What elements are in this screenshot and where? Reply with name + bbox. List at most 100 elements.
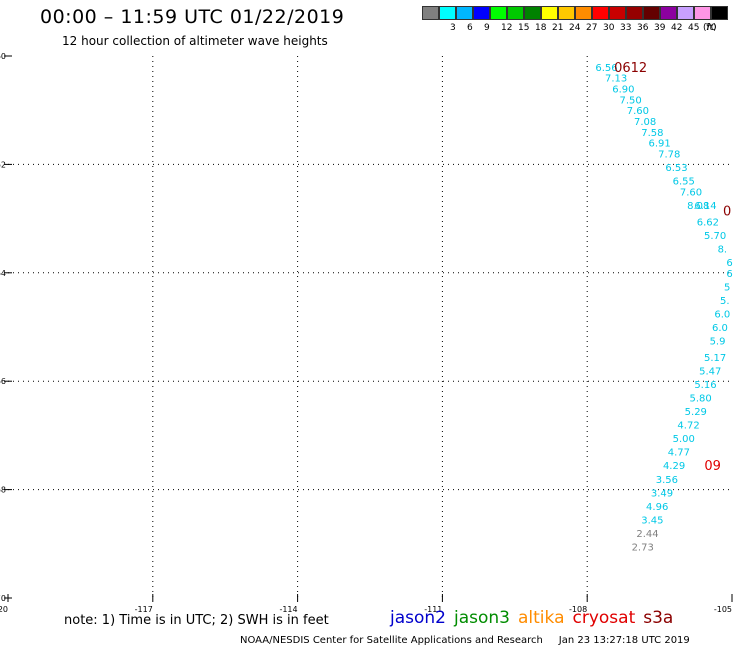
color-swatch [575,6,592,20]
color-scale-unit: (ft) [703,23,717,33]
y-tick-label: -64 [0,269,6,278]
time-label: 0612 [614,61,647,76]
swh-point-label: 5.80 [689,393,711,404]
y-tick-label: -62 [0,160,6,169]
credit-line: NOAA/NESDIS Center for Satellite Applica… [240,635,690,646]
swh-point-label: 5.47 [699,366,721,377]
time-label: 0 [723,204,731,219]
swh-point-label: 5. [720,296,730,307]
color-scale-label: 36 [637,23,649,33]
color-swatch [609,6,626,20]
color-swatch [507,6,524,20]
x-tick-label: -117 [135,605,153,614]
color-swatch [711,6,728,20]
color-swatch [660,6,677,20]
swh-point-label: 8.08 [687,201,709,212]
swh-point-label: 3.45 [641,515,663,526]
swh-point-label: 6.0 [714,309,730,320]
y-tick-label: -66 [0,377,6,386]
x-tick-label: -108 [569,605,587,614]
color-scale-label: 12 [501,23,513,33]
legend-jason3: jason3 [454,608,510,628]
x-tick-label: -111 [424,605,442,614]
swh-point-label: 6 [726,258,732,269]
x-tick-label: -120 [0,605,8,614]
legend-cryosat: cryosat [572,608,636,628]
swh-point-label: 5.00 [673,434,695,445]
color-scale-label: 70 [705,23,717,33]
swh-point-label: 6.56 [595,63,617,74]
color-scale-label: 21 [552,23,564,33]
x-tick-label: -105 [714,605,732,614]
color-scale-label: 42 [671,23,683,33]
color-swatch [694,6,711,20]
swh-point-label: 7.60 [680,188,702,199]
swh-point-label: 6.90 [612,85,634,96]
color-scale-label: 45 [688,23,700,33]
legend-jason2: jason2 [390,608,446,628]
color-scale-label: 6 [467,23,473,33]
swh-point-label: 7.60 [627,106,649,117]
swh-point-label: 7.50 [620,95,642,106]
swh-point-label: 5.9 [710,337,726,348]
legend-altika: altika [518,608,565,628]
chart-title: 00:00 – 11:59 UTC 01/22/2019 [40,6,345,28]
swh-point-label: 6.14 [694,201,716,212]
color-scale-label: 27 [586,23,598,33]
swh-point-label: 7.58 [641,128,663,139]
swh-point-label: 7.08 [634,117,656,128]
swh-point-label: 4.96 [646,502,668,513]
y-tick-label: -68 [0,486,6,495]
color-swatch [490,6,507,20]
swh-point-label: 4.72 [677,421,699,432]
swh-point-label: 3.56 [656,475,678,486]
swh-point-label: 6 [726,269,732,280]
swh-point-label: 2.73 [632,543,654,554]
y-tick-label: -70 [0,594,6,603]
swh-point-label: 6.0 [712,323,728,334]
color-swatch [439,6,456,20]
color-scale-label: 33 [620,23,632,33]
color-swatch [541,6,558,20]
color-scale-label: 9 [484,23,490,33]
swh-point-label: 3.49 [651,488,673,499]
color-scale-label: 3 [450,23,456,33]
legend-s3a: s3a [643,608,674,628]
color-swatch [626,6,643,20]
swh-point-label: 6.91 [648,139,670,150]
color-scale-label: 24 [569,23,581,33]
swh-point-label: 5.70 [704,231,726,242]
satellite-legend: jason2 jason3 altika cryosat s3a [390,608,681,628]
color-swatch [524,6,541,20]
swh-point-label: 7.13 [605,74,627,85]
swh-point-label: 4.77 [668,448,690,459]
color-swatch [456,6,473,20]
time-label: 09 [704,459,721,474]
color-swatch [473,6,490,20]
swh-point-label: 7.78 [658,150,680,161]
y-tick-label: -60 [0,52,6,61]
swh-point-label: 8. [718,244,728,255]
color-swatch [677,6,694,20]
swh-point-label: 6.55 [673,177,695,188]
chart-subtitle: 12 hour collection of altimeter wave hei… [62,34,328,48]
units-note: note: 1) Time is in UTC; 2) SWH is in fe… [64,613,329,628]
swh-point-label: 6.62 [697,217,719,228]
color-swatch [592,6,609,20]
color-scale-label: 30 [603,23,615,33]
swh-point-label: 5.16 [694,380,716,391]
swh-point-label: 2.44 [636,529,658,540]
color-scale-label: 15 [518,23,530,33]
swh-point-label: 5.17 [704,353,726,364]
swh-point-label: 5 [724,282,730,293]
color-swatch [643,6,660,20]
color-swatch [422,6,439,20]
swh-point-label: 4.29 [663,461,685,472]
color-swatch [558,6,575,20]
color-scale-label: 39 [654,23,666,33]
swh-point-label: 6.53 [665,163,687,174]
swh-point-label: 5.29 [685,407,707,418]
color-scale-label: 18 [535,23,547,33]
x-tick-label: -114 [279,605,297,614]
